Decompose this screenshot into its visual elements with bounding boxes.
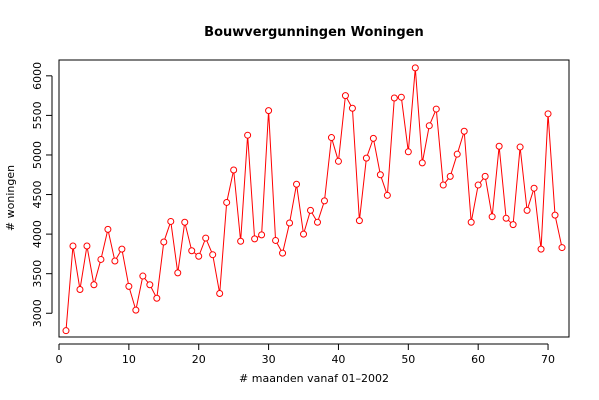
series-line [65,67,563,331]
data-point [495,142,503,150]
data-point [509,221,517,229]
data-point [76,286,84,294]
data-point [97,255,105,263]
data-point [111,257,119,265]
data-point [355,217,363,225]
data-point [209,251,217,259]
data-point [537,245,545,253]
data-point [348,104,356,112]
data-point [251,235,259,243]
data-point [369,134,377,142]
data-point [118,245,126,253]
x-tick-label: 60 [471,353,485,366]
data-point [244,131,252,139]
plot-frame [58,59,570,338]
data-point [286,219,294,227]
data-point [446,172,454,180]
data-point [502,214,510,222]
data-point [488,213,496,221]
data-point [188,247,196,255]
y-axis: 3000 3500 4000 4500 5000 5500 6000 [31,62,53,327]
y-tick-label: 5000 [31,141,44,169]
data-point [453,150,461,158]
data-point [90,281,98,289]
x-tick-label: 40 [331,353,345,366]
data-point [258,231,266,239]
y-tick-label: 4000 [31,220,44,248]
data-point [327,134,335,142]
data-point [279,249,287,257]
data-point [195,252,203,260]
data-point [516,143,524,151]
data-point [334,157,342,165]
data-point [530,184,538,192]
data-points [62,64,566,335]
data-point [174,269,182,277]
x-tick-label: 70 [541,353,555,366]
data-point [83,242,91,250]
x-axis-label: # maanden vanaf 01–2002 [239,372,389,385]
data-point [139,272,147,280]
data-point [237,237,245,245]
data-point [439,181,447,189]
data-point [160,238,168,246]
data-point [230,166,238,174]
data-point [376,171,384,179]
data-point [62,327,70,335]
y-tick-label: 3000 [31,299,44,327]
data-point [320,197,328,205]
data-point [551,211,559,219]
data-point [390,94,398,102]
data-point [558,244,566,252]
data-point [481,172,489,180]
chart-title: Bouwvergunningen Woningen [204,25,424,40]
data-point [132,306,140,314]
data-point [523,206,531,214]
data-point [272,236,280,244]
data-point [362,154,370,162]
y-tick-label: 3500 [31,260,44,288]
data-point [383,191,391,199]
data-point [418,159,426,167]
data-point [425,122,433,130]
y-tick-label: 5500 [31,101,44,129]
data-point [432,105,440,113]
data-point [411,64,419,72]
data-point [181,218,189,226]
data-point [104,225,112,233]
data-point [125,282,133,290]
data-point [216,289,224,297]
x-tick-label: 20 [192,353,206,366]
data-point [146,281,154,289]
data-point [265,107,273,115]
data-point [300,230,308,238]
y-tick-label: 6000 [31,62,44,90]
data-point [307,206,315,214]
data-point [153,294,161,302]
data-point [313,218,321,226]
y-tick-label: 4500 [31,181,44,209]
data-point [404,148,412,156]
x-tick-label: 30 [262,353,276,366]
data-point [544,110,552,118]
data-point [474,181,482,189]
data-point [397,93,405,101]
x-tick-label: 50 [401,353,415,366]
data-point [69,242,77,250]
data-point [223,198,231,206]
data-point [293,180,301,188]
data-point [341,92,349,100]
data-point [202,234,210,242]
y-axis-label: # woningen [4,165,17,231]
data-point [460,127,468,135]
data-point [467,218,475,226]
x-axis: 0 10 20 30 40 50 60 70 [56,343,555,366]
x-tick-label: 10 [122,353,136,366]
x-tick-label: 0 [56,353,63,366]
data-point [167,217,175,225]
